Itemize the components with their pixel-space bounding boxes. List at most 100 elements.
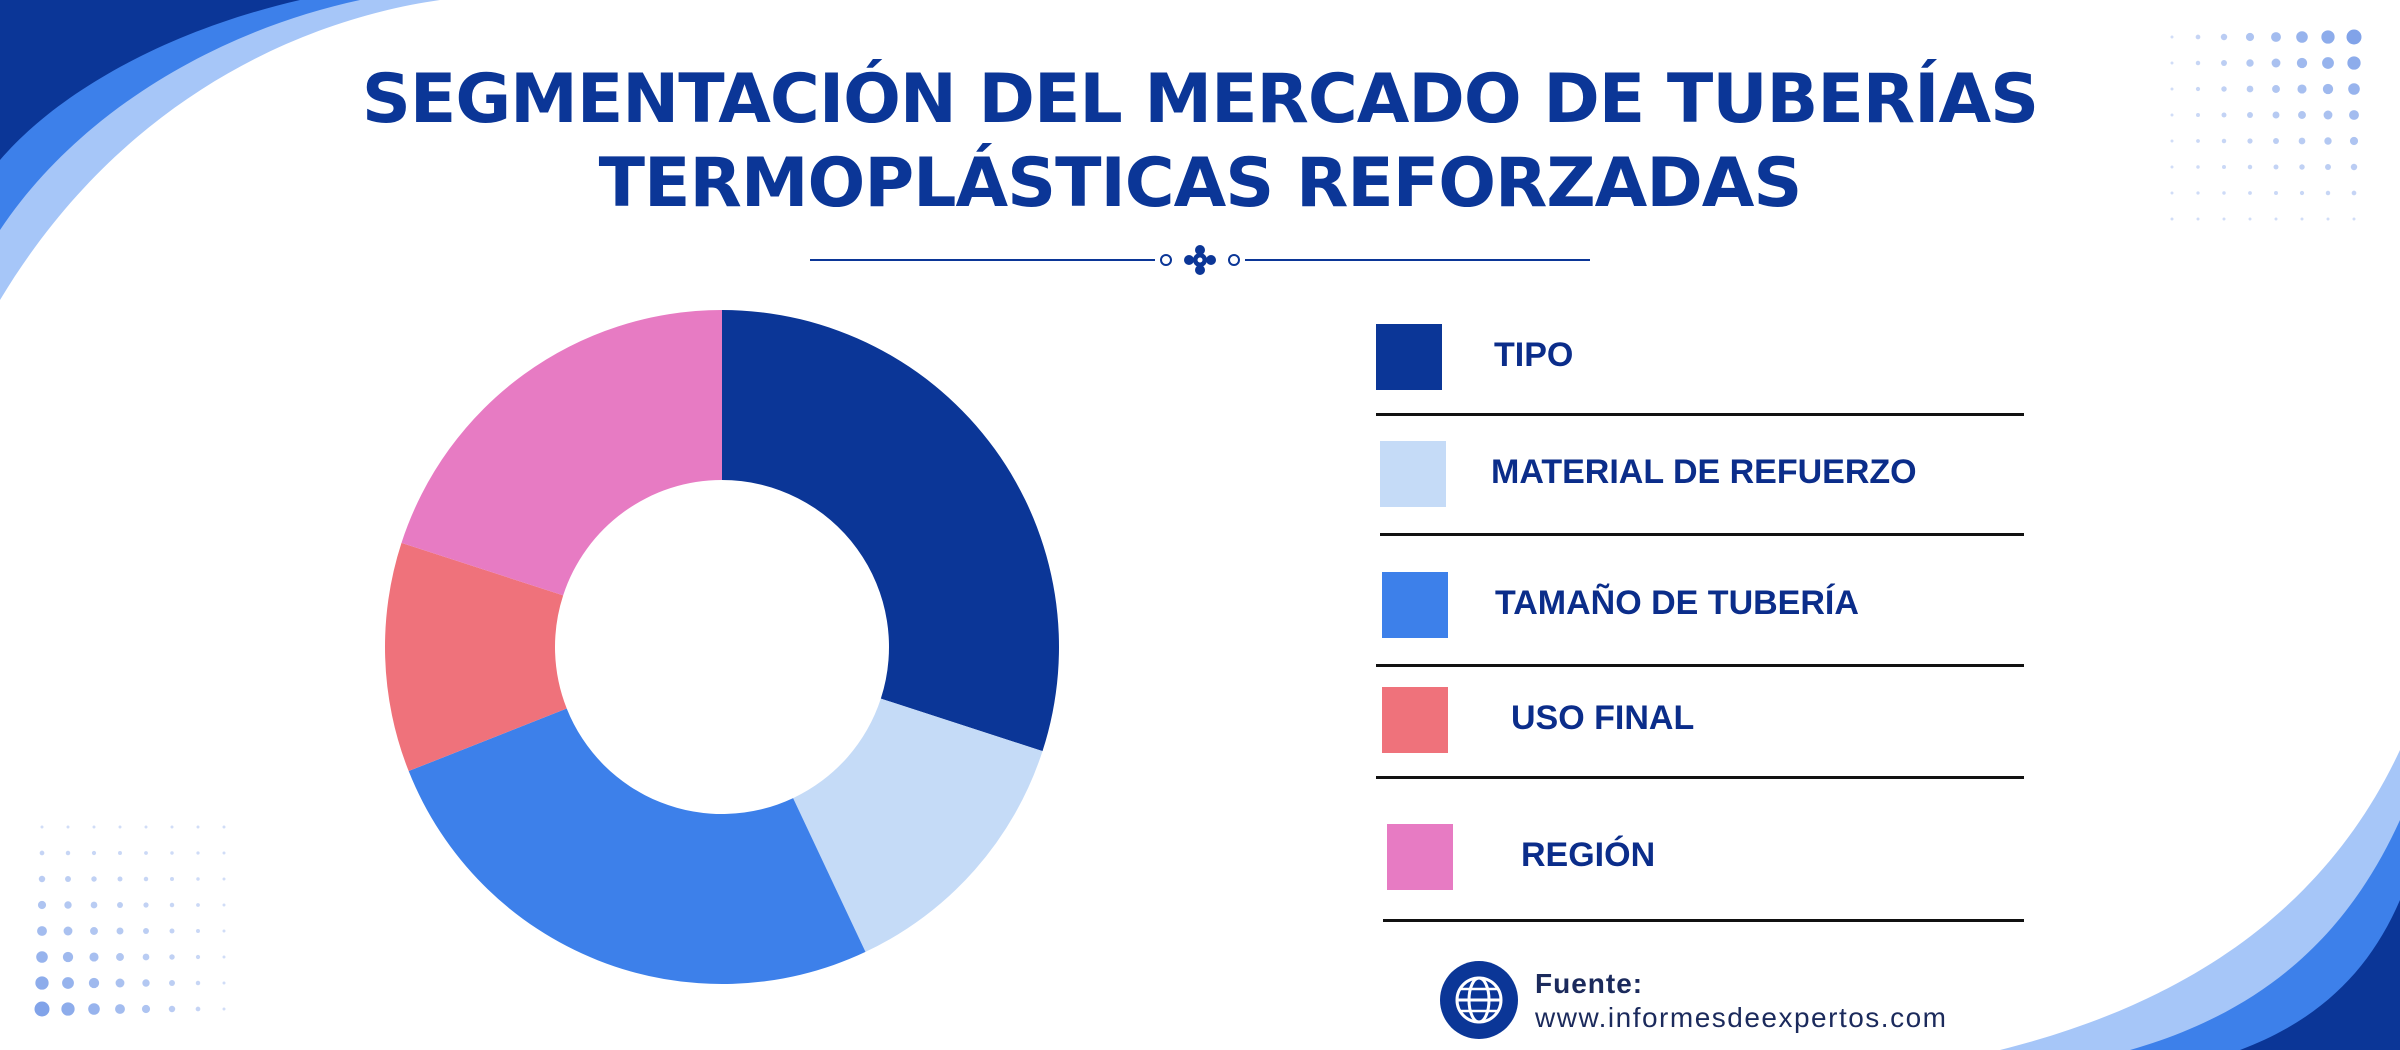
bottom-left-dot [222,903,226,907]
globe-icon [1440,961,1518,1039]
bottom-left-dot [90,901,98,909]
top-right-dot [2221,86,2227,92]
top-right-dot [2222,165,2226,169]
top-right-dot [2322,83,2334,95]
bottom-left-dot [64,901,72,909]
top-right-dot [2248,217,2252,221]
source-label: Fuente: [1535,968,1644,999]
bottom-left-dot [170,851,174,855]
bottom-left-dot [143,902,149,908]
legend-divider [1380,533,2024,536]
bottom-left-dot [88,1003,100,1015]
top-right-dot [2296,57,2308,69]
top-right-dot [2170,87,2174,91]
top-right-dot [2324,137,2332,145]
top-right-dot [2222,191,2226,195]
legend-swatch [1387,824,1453,890]
top-right-dot [2247,112,2253,118]
bottom-left-dot [169,954,175,960]
top-right-dot [2170,61,2174,65]
bottom-left-dot [115,1004,125,1014]
top-right-dot [2221,112,2227,118]
bottom-left-dot [89,952,99,962]
bottom-left-dot [196,825,200,829]
top-right-dot [2321,30,2335,44]
bottom-left-dot [63,926,73,936]
bottom-left-dot [170,877,174,881]
top-right-dot [2349,136,2359,146]
top-right-dot [2170,139,2174,143]
top-right-dot [2349,110,2359,120]
ornament-divider [810,245,1590,275]
legend-divider [1383,919,2024,922]
bottom-left-dot [90,927,98,935]
top-right-dot [2299,190,2305,196]
top-right-dot [2170,165,2174,169]
top-right-dot [2348,83,2360,95]
top-right-dot [2298,137,2306,145]
top-right-dot [2247,138,2253,144]
top-right-dot [2346,29,2362,45]
donut-slice-uso-final [385,542,567,772]
top-right-dot [2196,165,2200,169]
top-right-dot [2195,60,2201,66]
top-right-dot [2196,113,2200,117]
bottom-left-dot [222,877,226,881]
legend-divider [1376,776,2024,779]
top-right-dot [2273,138,2279,144]
top-right-dot [2326,217,2330,221]
bottom-left-dot [222,955,226,959]
bottom-left-dot [91,850,97,856]
top-right-dot [2245,32,2255,42]
title-line-1: SEGMENTACIÓN DEL MERCADO DE TUBERÍAS [361,60,2039,139]
top-right-dot [2196,139,2200,143]
bottom-left-dot [38,875,46,883]
bottom-left-dot [116,927,124,935]
bottom-left-dot [62,977,74,989]
legend-label: TIPO [1494,336,1574,374]
bottom-left-dot [35,976,49,990]
top-right-dot [2323,110,2333,120]
dot-grid-top-right [2170,29,2362,221]
chart-title: SEGMENTACIÓN DEL MERCADO DE TUBERÍAS TER… [0,58,2400,226]
top-right-dot [2300,217,2304,221]
bottom-left-dot [143,876,149,882]
title-line-2: TERMOPLÁSTICAS REFORZADAS [598,144,1803,223]
legend-label: USO FINAL [1511,699,1695,737]
bottom-left-dot [196,903,200,907]
top-right-dot [2195,86,2201,92]
bottom-left-dot [170,825,174,829]
donut-chart [385,310,1059,984]
bottom-left-dot [142,953,150,961]
top-right-dot [2351,190,2357,196]
bottom-left-dot [118,851,122,855]
legend-swatch [1382,572,1448,638]
bottom-left-dot [222,825,226,829]
top-right-dot [2246,85,2254,93]
donut-slice-región [401,310,722,596]
top-right-dot [2222,217,2226,221]
legend-divider [1376,664,2024,667]
dot-grid-bottom-left [34,825,226,1017]
bottom-left-dot [169,980,175,986]
bottom-left-dot [115,978,125,988]
legend-swatch [1382,687,1448,753]
top-right-dot [2170,191,2174,195]
top-right-dot [2296,31,2308,43]
legend-swatch [1376,324,1442,390]
bottom-left-dot [222,929,226,933]
top-right-dot [2272,85,2280,93]
bottom-left-dot [196,929,200,933]
source-url[interactable]: www.informesdeexpertos.com [1535,1002,1948,1033]
bottom-left-dot [40,825,44,829]
top-right-dot [2170,113,2174,117]
bottom-left-dot [169,902,175,908]
top-right-dot [2195,34,2201,40]
bottom-left-dot [117,876,123,882]
bottom-left-dot [195,1006,201,1012]
bottom-left-dot [222,981,226,985]
top-right-dot [2322,57,2334,69]
top-right-dot [2352,217,2356,221]
